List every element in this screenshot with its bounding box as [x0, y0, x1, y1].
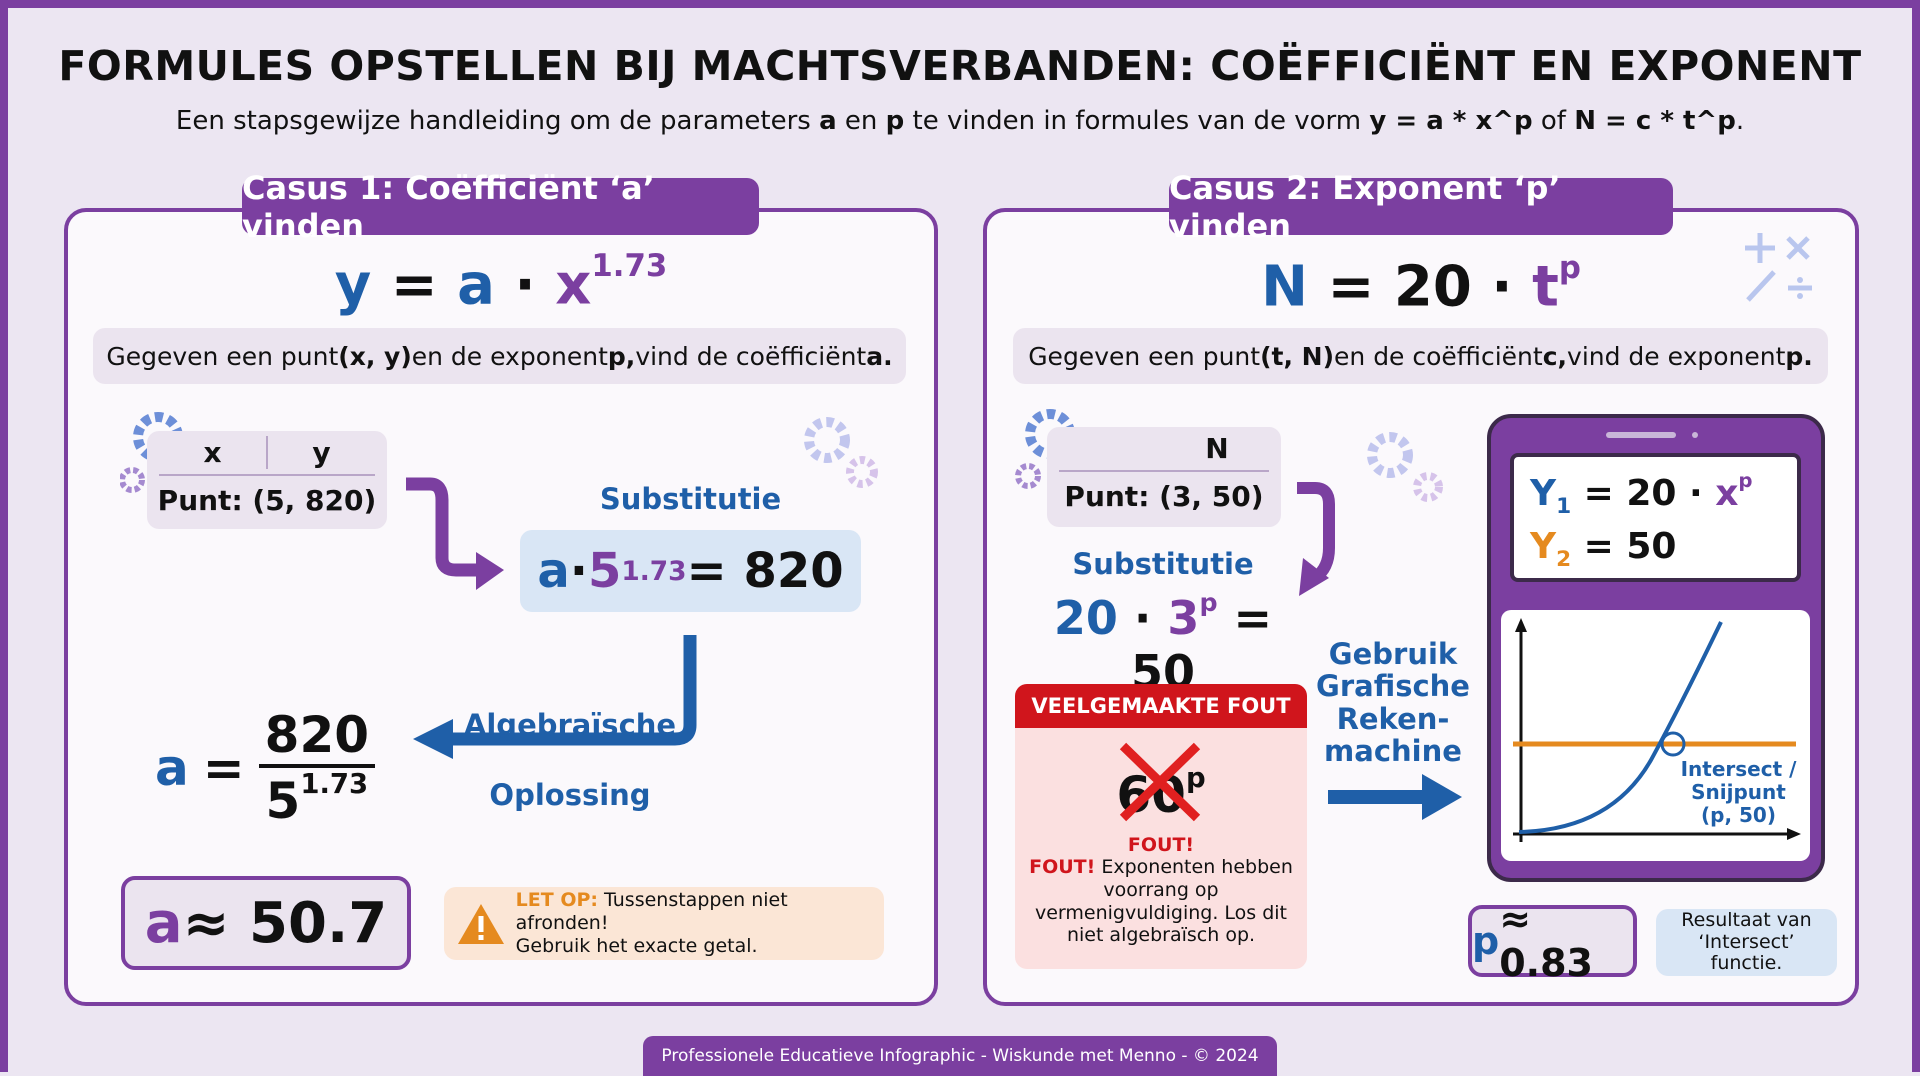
- page-title: FORMULES OPSTELLEN BIJ MACHTSVERBANDEN: …: [58, 42, 1862, 90]
- graphing-calculator: Y1 = 20 · xp Y2 = 50 Intersect / Snijpunt…: [1487, 414, 1825, 882]
- power-curve-y1: [1518, 621, 1723, 834]
- footer: Professionele Educatieve Infographic - W…: [643, 1036, 1277, 1076]
- case1-point-table: x y Punt: (5, 820): [147, 431, 387, 529]
- case1-substitution: a · 5 1.73 = 820: [520, 530, 861, 612]
- col-n: N: [1205, 432, 1229, 465]
- intersect-label: Intersect / Snijpunt (p, 50): [1680, 757, 1797, 827]
- math-symbols-icon: [1745, 233, 1812, 302]
- arrow-right-icon: [1328, 774, 1462, 820]
- case2-title: Casus 2: Exponent ‘p’ vinden: [1169, 169, 1673, 245]
- calculator-screen: Y1 = 20 · xp Y2 = 50: [1510, 453, 1801, 582]
- case1-solution: a = 820 51.73: [155, 706, 376, 830]
- solve-label-2: Oplossing: [489, 778, 651, 812]
- case1-note: LET OP: Tussenstappen niet afronden! Gebr…: [444, 887, 884, 960]
- page-subtitle: Een stapsgewijze handleiding om de param…: [175, 106, 1745, 136]
- point-value: Punt: (5, 820): [157, 484, 377, 517]
- case1-given: Gegeven een punt (x, y) en de exponent p…: [93, 328, 906, 384]
- common-error-box: VEELGEMAAKTE FOUT 60p FOUT! FOUT! Expone…: [1015, 684, 1307, 969]
- solve-label-1: Algebraïsche: [463, 708, 677, 742]
- case2-formula: N = 20 · tp: [1261, 250, 1581, 320]
- wrong-expression: 60p: [1015, 728, 1307, 828]
- case2-given: Gegeven een punt (t, N) en de coëfficiën…: [1013, 328, 1828, 384]
- case2-substitution: 20 · 3p = 50: [1053, 588, 1273, 699]
- result-note: Resultaat van ‘Intersect’ functie.: [1656, 909, 1837, 976]
- point-value: Punt: (3, 50): [1064, 480, 1264, 513]
- arrow-to-solution: [413, 635, 697, 759]
- case1-result: a ≈ 50.7: [121, 876, 411, 970]
- y1-equation: Y1 = 20 · xp: [1530, 469, 1753, 519]
- gears-icon: [804, 417, 878, 488]
- gears-icon: [1367, 432, 1443, 502]
- intersection-point: [1660, 731, 1686, 757]
- case2-substitution-label: Substitutie: [1072, 547, 1254, 581]
- col-x: x: [159, 436, 268, 469]
- warning-icon: [458, 903, 504, 944]
- arrow-to-substitution: [406, 477, 504, 590]
- calculator-hint: Gebruik Grafische Reken-machine: [1316, 637, 1470, 769]
- cross-icon: [1119, 742, 1201, 822]
- calculator-graph: Intersect / Snijpunt (p, 50): [1501, 610, 1810, 861]
- arrow-to-substitution: [1297, 482, 1335, 596]
- case2-point-table: N Punt: (3, 50): [1047, 427, 1281, 527]
- col-y: y: [312, 436, 331, 469]
- case1-title: Casus 1: Coëfficiënt ‘a’ vinden: [242, 169, 759, 245]
- error-text: FOUT! Exponenten hebben voorrang op verm…: [1029, 856, 1293, 947]
- case2-result: p ≈ 0.83: [1468, 897, 1637, 985]
- case1-substitution-label: Substitutie: [599, 482, 782, 516]
- error-header: VEELGEMAAKTE FOUT: [1015, 684, 1307, 728]
- y2-equation: Y2 = 50: [1530, 526, 1677, 573]
- case1-formula: y = a · x1.73: [334, 248, 668, 318]
